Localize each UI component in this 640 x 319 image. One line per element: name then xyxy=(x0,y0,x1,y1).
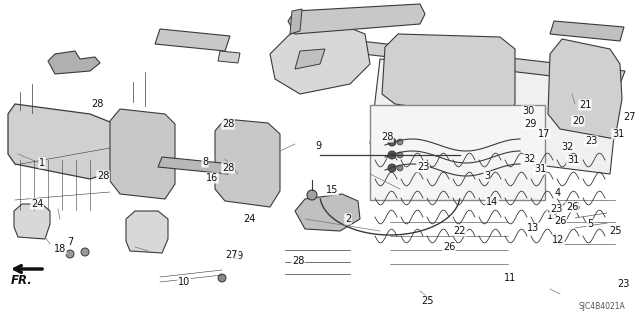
Polygon shape xyxy=(570,79,612,109)
Polygon shape xyxy=(548,39,622,139)
Circle shape xyxy=(388,138,396,146)
Text: 28: 28 xyxy=(97,171,109,181)
Polygon shape xyxy=(215,119,280,207)
Text: 27: 27 xyxy=(226,250,238,260)
Text: 10: 10 xyxy=(178,277,190,287)
Circle shape xyxy=(307,190,317,200)
Text: 16: 16 xyxy=(206,173,218,183)
Text: 28: 28 xyxy=(91,99,103,109)
Text: 17: 17 xyxy=(538,129,550,139)
Text: 31: 31 xyxy=(534,164,546,174)
Text: 1: 1 xyxy=(39,158,45,168)
Circle shape xyxy=(66,250,74,258)
Text: 28: 28 xyxy=(381,132,393,142)
Text: 30: 30 xyxy=(522,106,534,116)
Circle shape xyxy=(388,164,396,172)
Text: 9: 9 xyxy=(315,141,321,151)
Text: 2: 2 xyxy=(345,214,351,224)
Polygon shape xyxy=(155,29,230,51)
Text: 24: 24 xyxy=(31,199,43,209)
Polygon shape xyxy=(370,59,620,174)
Text: 12: 12 xyxy=(552,235,564,245)
Circle shape xyxy=(397,165,403,171)
Text: 28: 28 xyxy=(222,119,234,129)
Polygon shape xyxy=(290,9,302,34)
Text: 32: 32 xyxy=(562,142,574,152)
Circle shape xyxy=(81,248,89,256)
Polygon shape xyxy=(218,51,240,63)
Polygon shape xyxy=(288,4,425,34)
Circle shape xyxy=(397,139,403,145)
Text: 4: 4 xyxy=(555,188,561,198)
Text: 31: 31 xyxy=(612,129,624,139)
Polygon shape xyxy=(320,37,625,84)
Text: 5: 5 xyxy=(587,219,593,229)
Text: 20: 20 xyxy=(572,116,584,126)
Text: 23: 23 xyxy=(585,136,597,146)
Text: 25: 25 xyxy=(609,226,621,236)
Polygon shape xyxy=(8,104,115,179)
Text: 26: 26 xyxy=(566,202,578,212)
Polygon shape xyxy=(295,49,325,69)
Text: 27: 27 xyxy=(624,112,636,122)
Text: 24: 24 xyxy=(243,214,255,224)
Polygon shape xyxy=(572,107,610,131)
Polygon shape xyxy=(48,51,100,74)
Text: 13: 13 xyxy=(547,211,559,221)
Text: SJC4B4021A: SJC4B4021A xyxy=(579,302,625,311)
Polygon shape xyxy=(126,211,168,253)
Text: 3: 3 xyxy=(484,171,490,181)
Text: 28: 28 xyxy=(292,256,304,266)
Text: 8: 8 xyxy=(202,157,208,167)
Text: 26: 26 xyxy=(554,216,566,226)
Text: 23: 23 xyxy=(550,204,562,214)
Text: 11: 11 xyxy=(504,273,516,283)
Polygon shape xyxy=(382,34,515,119)
Text: 18: 18 xyxy=(54,244,66,254)
Circle shape xyxy=(218,274,226,282)
Text: 21: 21 xyxy=(579,100,591,110)
Polygon shape xyxy=(550,21,624,41)
Bar xyxy=(370,105,545,200)
Text: 6: 6 xyxy=(573,202,579,212)
Polygon shape xyxy=(110,109,175,199)
Text: 32: 32 xyxy=(524,154,536,164)
Text: 7: 7 xyxy=(67,237,73,247)
Polygon shape xyxy=(158,157,232,174)
Text: 13: 13 xyxy=(527,223,539,233)
Text: 14: 14 xyxy=(486,197,498,207)
Text: FR.: FR. xyxy=(11,275,33,287)
Polygon shape xyxy=(270,24,370,94)
Text: 31: 31 xyxy=(567,155,579,165)
Text: 28: 28 xyxy=(222,163,234,173)
Text: 26: 26 xyxy=(443,242,455,252)
Text: 29: 29 xyxy=(524,119,536,129)
Text: 15: 15 xyxy=(326,185,338,195)
Circle shape xyxy=(397,152,403,158)
Polygon shape xyxy=(295,194,360,231)
Polygon shape xyxy=(14,204,50,239)
Text: 23: 23 xyxy=(617,279,629,289)
Text: 25: 25 xyxy=(422,296,435,306)
Text: 23: 23 xyxy=(417,162,429,172)
Text: 22: 22 xyxy=(454,226,467,236)
Circle shape xyxy=(388,151,396,159)
Text: 19: 19 xyxy=(232,251,244,261)
